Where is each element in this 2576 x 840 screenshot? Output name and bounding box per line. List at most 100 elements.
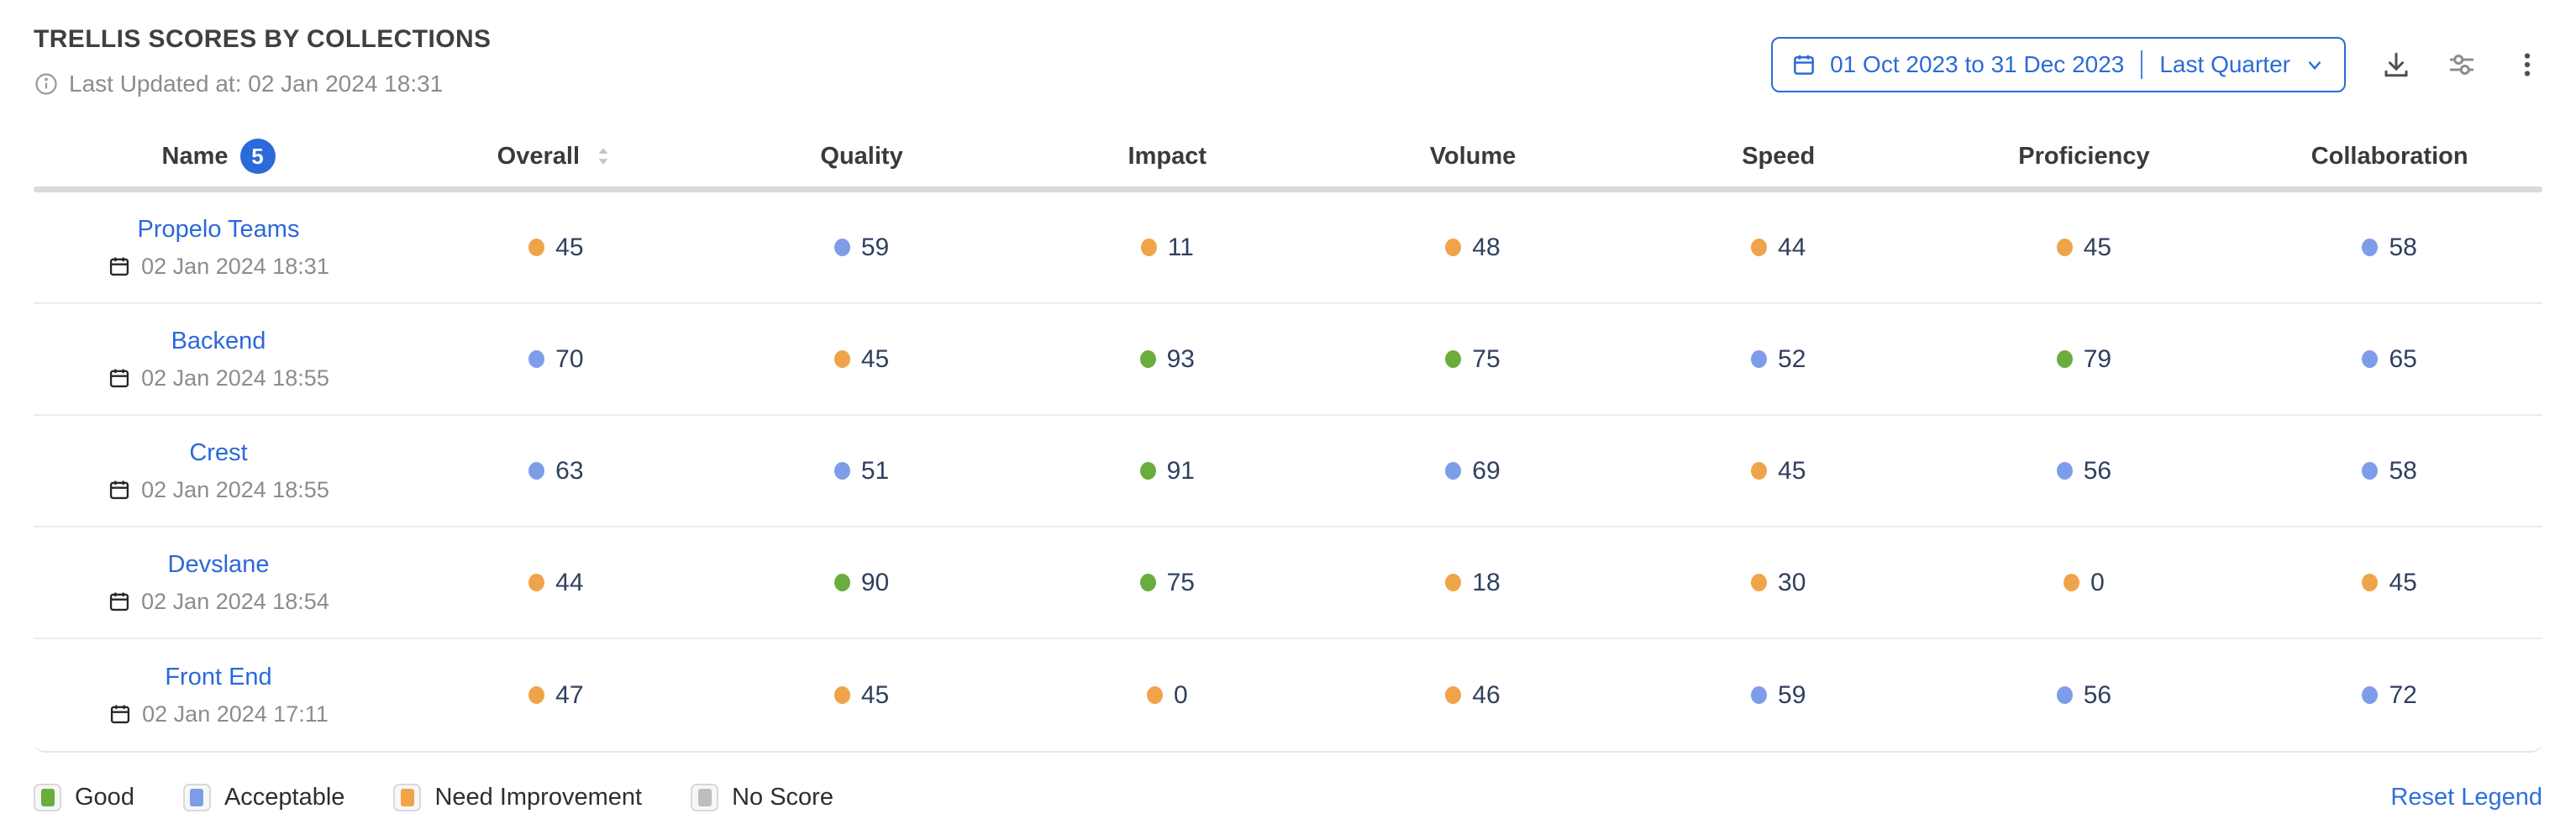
score-cell: 51 xyxy=(709,457,1015,486)
score-value: 70 xyxy=(555,344,584,373)
score-dot-acceptable xyxy=(2362,462,2379,480)
column-header-quality: Quality xyxy=(820,142,903,170)
score-cell: 0 xyxy=(1014,681,1320,710)
legend-checkbox[interactable] xyxy=(393,783,422,811)
reset-legend-link[interactable]: Reset Legend xyxy=(2390,783,2542,811)
score-dot-acceptable xyxy=(528,350,545,368)
download-button[interactable] xyxy=(2381,50,2411,80)
score-value: 45 xyxy=(2083,233,2112,261)
table-row: Front End 02 Jan 2024 17:11 47 45 0 46 59 56 7… xyxy=(34,639,2542,751)
row-date: 02 Jan 2024 17:11 xyxy=(108,701,329,727)
column-header-overall[interactable]: Overall xyxy=(403,143,709,171)
last-updated: Last Updated at: 02 Jan 2024 18:31 xyxy=(34,71,491,97)
sort-icon[interactable] xyxy=(591,144,615,168)
legend-item[interactable]: Acceptable xyxy=(182,783,344,811)
collection-name-link[interactable]: Crest xyxy=(189,438,248,466)
score-value: 11 xyxy=(1167,233,1194,261)
row-date-text: 02 Jan 2024 18:54 xyxy=(141,588,329,614)
legend-checkbox[interactable] xyxy=(34,783,61,811)
calendar-icon xyxy=(110,480,129,500)
score-cell: 45 xyxy=(1932,234,2237,262)
score-value: 58 xyxy=(2389,233,2417,261)
score-value: 30 xyxy=(1778,568,1806,596)
score-dot-need_improvement xyxy=(1751,462,1768,480)
date-range-button[interactable]: 01 Oct 2023 to 31 Dec 2023 Last Quarter xyxy=(1771,37,2346,92)
score-dot-good xyxy=(1139,462,1156,480)
table-row: Propelo Teams 02 Jan 2024 18:31 45 59 11 48… xyxy=(34,192,2542,304)
calendar-icon xyxy=(110,257,129,276)
score-dot-need_improvement xyxy=(833,686,850,704)
legend-item[interactable]: Need Improvement xyxy=(393,783,642,811)
column-header-name: Name 5 xyxy=(34,139,403,174)
score-value: 75 xyxy=(1472,344,1501,373)
score-cell: 0 xyxy=(1932,569,2237,597)
name-cell: Propelo Teams 02 Jan 2024 18:31 xyxy=(34,216,403,280)
score-cell: 58 xyxy=(2237,457,2542,486)
score-value: 59 xyxy=(860,233,890,261)
column-header-speed: Speed xyxy=(1742,142,1816,170)
kebab-menu-button[interactable] xyxy=(2512,50,2542,80)
widget-header: TRELLIS SCORES BY COLLECTIONS Last Updat… xyxy=(34,25,2542,97)
legend-items: Good Acceptable Need Improvement No Scor… xyxy=(34,783,833,811)
legend-item[interactable]: No Score xyxy=(691,783,833,811)
score-value: 59 xyxy=(1778,680,1806,709)
name-cell: Front End 02 Jan 2024 17:11 xyxy=(34,664,403,727)
chevron-down-icon xyxy=(2308,60,2321,71)
score-value: 58 xyxy=(2389,456,2417,485)
column-header-volume: Volume xyxy=(1429,142,1517,170)
collection-name-link[interactable]: Propelo Teams xyxy=(137,215,300,243)
score-cell: 52 xyxy=(1626,345,1932,374)
score-dot-good xyxy=(1445,350,1462,368)
score-cell: 91 xyxy=(1014,457,1320,486)
score-value: 46 xyxy=(1472,680,1501,709)
score-dot-need_improvement xyxy=(1445,574,1462,591)
score-cell: 59 xyxy=(1626,681,1932,710)
scores-table: Name 5 Overall Quality Impact Volume Spe… xyxy=(34,126,2542,753)
score-legend: Good Acceptable Need Improvement No Scor… xyxy=(34,753,2542,822)
score-cell: 59 xyxy=(709,234,1015,262)
score-dot-need_improvement xyxy=(528,686,545,704)
score-dot-acceptable xyxy=(528,462,545,480)
collection-name-link[interactable]: Backend xyxy=(171,327,266,354)
collection-name-link[interactable]: Devslane xyxy=(167,550,270,578)
score-dot-acceptable xyxy=(833,462,850,480)
score-cell: 45 xyxy=(2237,569,2542,597)
row-date: 02 Jan 2024 18:55 xyxy=(108,365,329,391)
score-dot-need_improvement xyxy=(2362,574,2379,591)
score-cell: 44 xyxy=(1626,234,1932,262)
score-cell: 58 xyxy=(2237,234,2542,262)
score-value: 48 xyxy=(1472,233,1501,261)
score-value: 75 xyxy=(1166,568,1195,596)
score-dot-need_improvement xyxy=(2063,574,2080,591)
date-range-text: 01 Oct 2023 to 31 Dec 2023 xyxy=(1830,51,2125,77)
row-date: 02 Jan 2024 18:54 xyxy=(108,589,329,615)
legend-checkbox[interactable] xyxy=(691,783,719,811)
score-dot-acceptable xyxy=(2362,686,2379,704)
settings-sliders-button[interactable] xyxy=(2447,50,2477,80)
score-value: 44 xyxy=(555,568,584,596)
table-body: Propelo Teams 02 Jan 2024 18:31 45 59 11 48… xyxy=(34,192,2542,751)
score-cell: 47 xyxy=(403,681,709,710)
score-cell: 48 xyxy=(1320,234,1626,262)
score-value: 45 xyxy=(555,233,584,261)
collection-name-link[interactable]: Front End xyxy=(165,663,272,690)
name-count-badge: 5 xyxy=(239,139,276,174)
info-icon xyxy=(35,73,57,95)
legend-item[interactable]: Good xyxy=(34,783,134,811)
score-value: 65 xyxy=(2389,344,2417,373)
score-cell: 30 xyxy=(1626,569,1932,597)
score-value: 91 xyxy=(1166,456,1195,485)
column-label-overall: Overall xyxy=(497,142,581,170)
score-dot-need_improvement xyxy=(1751,239,1768,256)
legend-label: No Score xyxy=(732,783,833,811)
date-preset-text: Last Quarter xyxy=(2159,51,2290,77)
score-cell: 56 xyxy=(1932,457,2237,486)
score-value: 56 xyxy=(2083,680,2112,709)
download-icon xyxy=(2384,52,2408,77)
score-dot-good xyxy=(833,574,850,591)
legend-checkbox[interactable] xyxy=(182,783,211,811)
name-cell: Devslane 02 Jan 2024 18:54 xyxy=(34,551,403,615)
score-cell: 45 xyxy=(709,345,1015,374)
score-dot-need_improvement xyxy=(1445,239,1462,256)
